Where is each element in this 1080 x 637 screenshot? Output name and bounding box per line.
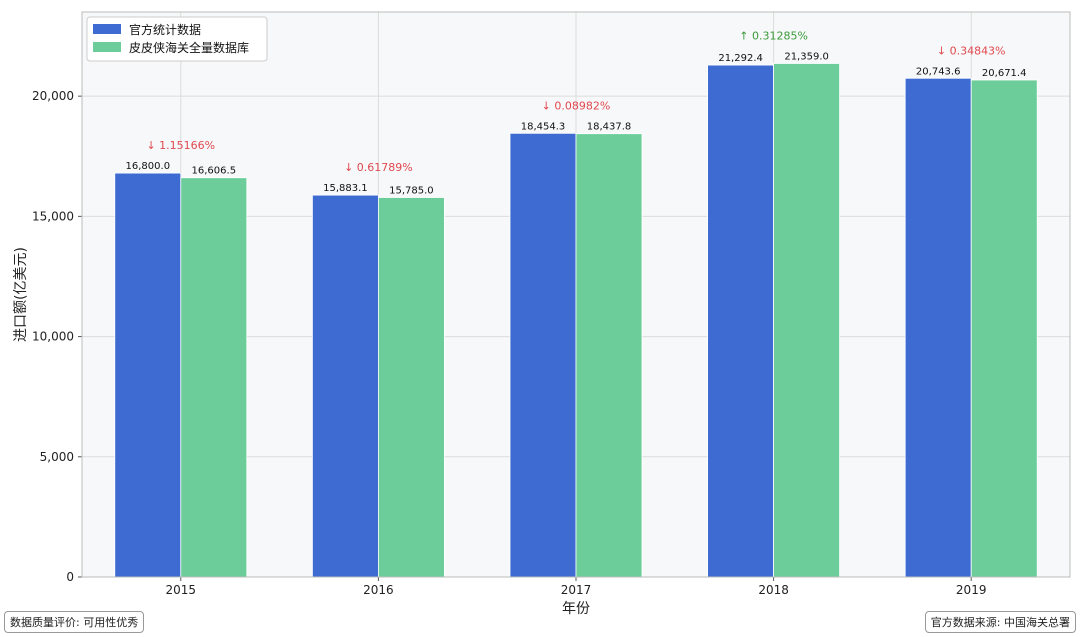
data-quality-note: 数据质量评价: 可用性优秀 [4, 611, 145, 633]
difference-annotation: ↓ 0.61789% [344, 161, 413, 174]
bar-official [904, 77, 972, 578]
x-tick-label: 2015 [166, 583, 197, 597]
legend-swatch [93, 42, 121, 52]
bar-value-label: 16,606.5 [192, 166, 237, 177]
y-tick-label: 10,000 [32, 330, 74, 344]
bar-database [180, 177, 248, 578]
bar-official [114, 172, 182, 578]
y-tick-label: 20,000 [32, 89, 74, 103]
x-tick-label: 2018 [758, 583, 789, 597]
bar-value-label: 21,359.0 [784, 51, 829, 62]
bar-value-label: 21,292.4 [718, 53, 763, 64]
x-axis-title: 年份 [562, 601, 590, 617]
difference-annotation: ↓ 1.15166% [146, 139, 215, 152]
y-tick-label: 5,000 [40, 450, 74, 464]
bar-value-label: 20,671.4 [982, 68, 1027, 79]
bar-value-label: 18,437.8 [587, 122, 632, 133]
legend-label: 皮皮侠海关全量数据库 [129, 40, 249, 55]
bar-official [707, 64, 774, 578]
plot-frame [81, 11, 1071, 578]
y-tick-label: 15,000 [32, 209, 74, 223]
x-tick-label: 2016 [363, 583, 394, 597]
data-source-note: 官方数据来源: 中国海关总署 [924, 611, 1076, 633]
x-tick-label: 2019 [956, 583, 987, 597]
y-tick-label: 0 [66, 570, 74, 584]
difference-annotation: ↓ 0.34843% [937, 44, 1006, 57]
difference-annotation: ↑ 0.31285% [739, 29, 808, 42]
bar-value-label: 15,785.0 [389, 185, 434, 196]
legend-label: 官方统计数据 [129, 22, 201, 37]
bar-official [311, 194, 379, 578]
bar-database [575, 133, 643, 578]
legend-box [86, 16, 268, 62]
x-tick-label: 2017 [561, 583, 592, 597]
bar-official [509, 132, 577, 578]
bar-database [773, 63, 840, 578]
bar-value-label: 15,883.1 [323, 183, 368, 194]
bar-value-label: 20,743.6 [916, 66, 961, 77]
difference-annotation: ↓ 0.08982% [542, 99, 611, 112]
bar-database [970, 79, 1038, 578]
bar-value-label: 16,800.0 [126, 161, 171, 172]
bar-database [377, 197, 445, 578]
legend-swatch [93, 24, 121, 34]
y-axis-title: 进口额(亿美元) [13, 247, 29, 342]
bar-value-label: 18,454.3 [521, 121, 566, 132]
